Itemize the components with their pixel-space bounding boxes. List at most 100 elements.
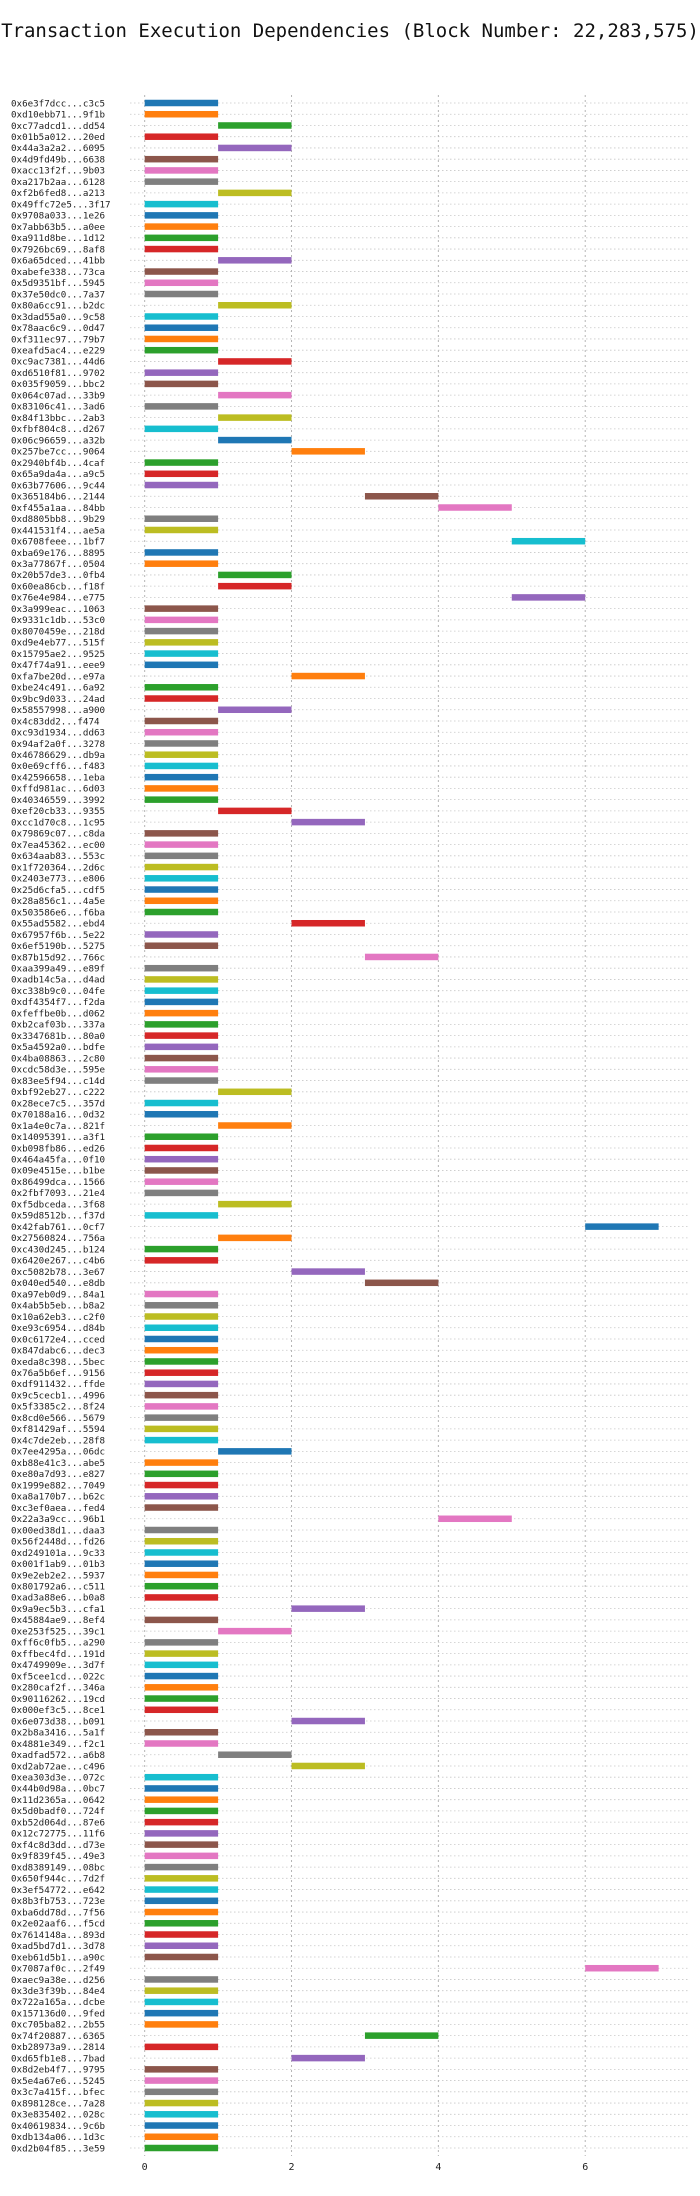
transaction-label: 0xcc1d70c8...1c95	[11, 817, 105, 828]
transaction-label: 0x60ea86cb...f18f	[11, 581, 105, 592]
transaction-bar	[144, 167, 219, 174]
transaction-bar	[144, 1639, 219, 1646]
transaction-bar	[144, 290, 219, 298]
transaction-bar	[144, 728, 219, 736]
transaction-bar	[144, 1302, 219, 1309]
transaction-bar	[144, 1144, 219, 1152]
transaction-bar	[144, 2133, 219, 2141]
transaction-label: 0x80a6cc91...b2dc	[11, 301, 105, 312]
transaction-label: 0x79869c07...c8da	[11, 829, 105, 840]
transaction-bar	[144, 2077, 219, 2084]
transaction-label: 0xd65fb1e8...7bad	[11, 2053, 105, 2064]
transaction-bar	[218, 144, 292, 152]
transaction-label: 0xacc13f2f...9b03	[11, 166, 105, 177]
transaction-bar	[144, 1661, 219, 1669]
transaction-bar	[144, 1998, 219, 2006]
transaction-label: 0x6708feee...1bf7	[11, 537, 105, 548]
transaction-label: 0x801792a6...c511	[11, 1581, 105, 1592]
transaction-bar	[144, 1684, 219, 1691]
transaction-bar	[218, 414, 292, 421]
transaction-bar	[144, 1481, 219, 1489]
transaction-label: 0xb2caf03b...337a	[11, 1020, 105, 1031]
transaction-bar	[144, 886, 219, 893]
transaction-label: 0x5e4a67e6...5245	[11, 2076, 105, 2087]
transaction-bar	[144, 1672, 219, 1680]
transaction-label: 0xd6510f81...9702	[11, 368, 105, 379]
transaction-label: 0xe80a7d93...e827	[11, 1469, 105, 1480]
transaction-bar	[144, 313, 219, 320]
transaction-bar	[144, 1706, 219, 1714]
transaction-label: 0xdf911432...ffde	[11, 1379, 105, 1390]
transaction-label: 0x67957f6b...5e22	[11, 930, 105, 941]
transaction-label: 0x45884ae9...8ef4	[11, 1615, 106, 1626]
transaction-bar	[144, 515, 219, 522]
transaction-bar	[144, 875, 219, 882]
transaction-bar	[144, 1695, 219, 1702]
transaction-bar	[511, 537, 586, 545]
transaction-label: 0x65a9da4a...a9c5	[11, 469, 105, 480]
x-tick-label: 0	[142, 2162, 148, 2173]
transaction-bar	[218, 1088, 292, 1096]
transaction-bar	[144, 2099, 219, 2107]
transaction-bar	[144, 998, 219, 1006]
transaction-label: 0xb88e41c3...abe5	[11, 1458, 105, 1469]
transaction-label: 0x4ba08863...2c80	[11, 1053, 105, 1064]
transaction-bar	[291, 1762, 365, 1770]
transaction-label: 0x25d6cfa5...cdf5	[11, 885, 105, 896]
transaction-label: 0x59d8512b...f37d	[11, 1211, 105, 1222]
transaction-label: 0xba6dd78d...7f56	[11, 1907, 105, 1918]
transaction-bar	[144, 1155, 219, 1163]
transaction-bar	[144, 1245, 219, 1253]
transaction-label: 0x7087af0c...2f49	[11, 1964, 105, 1975]
transaction-label: 0x6ef5190b...5275	[11, 941, 105, 952]
transaction-label: 0x87b15d92...766c	[11, 952, 105, 963]
transaction-bar	[144, 560, 219, 567]
transaction-label: 0xd2ab72ae...c496	[11, 1761, 105, 1772]
transaction-label: 0xd8389149...08bc	[11, 1862, 105, 1873]
transaction-bar	[144, 1807, 219, 1815]
transaction-bar	[144, 1414, 219, 1421]
transaction-bar	[144, 1324, 219, 1332]
transaction-label: 0x722a165a...dcbe	[11, 1997, 105, 2008]
transaction-bar	[144, 1560, 219, 1567]
transaction-label: 0x035f9059...bbc2	[11, 379, 105, 390]
transaction-label: 0x3347681b...80a0	[11, 1031, 105, 1042]
transaction-bar	[144, 1436, 219, 1444]
transaction-bar	[291, 448, 365, 455]
transaction-bar	[144, 1358, 219, 1365]
x-tick-label: 4	[435, 2162, 441, 2173]
transaction-bar	[144, 99, 219, 107]
transaction-bar	[144, 549, 219, 556]
transaction-bar	[364, 953, 439, 961]
transaction-bar	[144, 841, 219, 848]
transaction-label: 0xc5082b78...3e67	[11, 1267, 105, 1278]
transaction-bar	[144, 695, 219, 702]
transaction-bar	[144, 1403, 219, 1410]
transaction-bar	[144, 1897, 219, 1905]
transaction-label: 0x0c6172e4...cced	[11, 1334, 105, 1345]
transaction-label: 0x0e69cff6...f483	[11, 761, 105, 772]
transaction-label: 0xeafd5ac4...e229	[11, 345, 105, 356]
transaction-label: 0xcdc58d3e...595e	[11, 1065, 105, 1076]
transaction-bar	[144, 155, 219, 163]
transaction-label: 0xd2b04f85...3e59	[11, 2143, 105, 2154]
transaction-bar	[144, 1650, 219, 1657]
transaction-label: 0xd10ebb71...9f1b	[11, 110, 105, 121]
transaction-bar	[144, 1830, 219, 1837]
transaction-bar	[144, 1942, 219, 1949]
transaction-bar	[218, 582, 292, 590]
transaction-label: 0xc93d1934...dd63	[11, 728, 105, 739]
transaction-bar	[144, 470, 219, 478]
transaction-bar	[144, 1032, 219, 1039]
transaction-bar	[144, 1886, 219, 1893]
transaction-bar	[218, 1234, 292, 1242]
transaction-bar	[144, 1852, 219, 1860]
transaction-bar	[364, 2032, 439, 2039]
transaction-bar	[144, 346, 219, 354]
transaction-label: 0x7614148a...893d	[11, 1930, 105, 1941]
transaction-label: 0x9331c1db...53c0	[11, 615, 105, 626]
transaction-bar	[144, 110, 219, 118]
transaction-bar	[144, 1493, 219, 1500]
transaction-bar	[438, 504, 512, 511]
transaction-label: 0x464a45fa...0f10	[11, 1155, 105, 1166]
